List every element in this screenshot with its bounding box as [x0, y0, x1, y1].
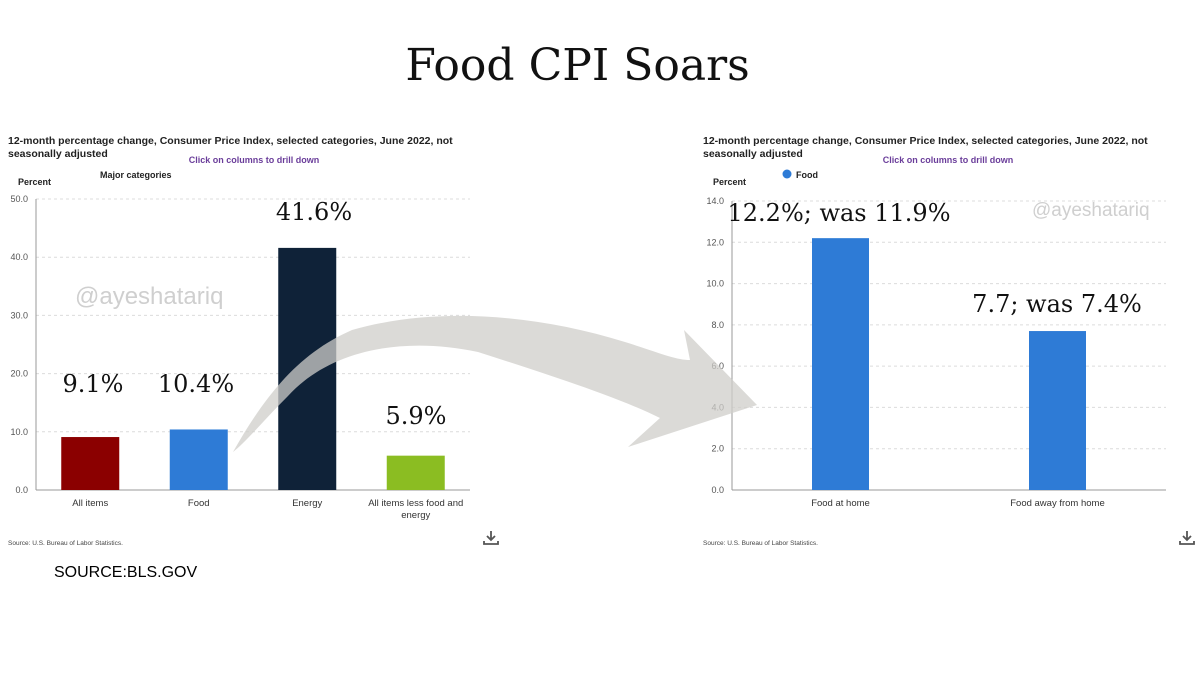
bar-food-at-home [812, 238, 869, 490]
y-tick-label: 40.0 [10, 252, 28, 262]
x-tick-label: Food [188, 498, 210, 509]
y-tick-label: 20.0 [10, 369, 28, 379]
y-tick-label: 10.0 [10, 427, 28, 437]
watermark: @ayeshatariq [1032, 200, 1150, 221]
y-tick-label: 10.0 [706, 279, 724, 289]
page-title: Food CPI Soars [405, 40, 750, 91]
x-tick-label: Food at home [811, 498, 870, 509]
watermark: @ayeshatariq [75, 283, 223, 310]
chart-title-line: seasonally adjusted [8, 148, 108, 160]
y-tick-label: 6.0 [711, 361, 724, 371]
data-annotation: 41.6% [276, 198, 352, 226]
chart-title-line: 12-month percentage change, Consumer Pri… [703, 135, 1148, 147]
data-annotation: 7.7; was 7.4% [972, 290, 1142, 318]
y-tick-label: 8.0 [711, 320, 724, 330]
chart-title-line: 12-month percentage change, Consumer Pri… [8, 135, 453, 147]
y-tick-label: 12.0 [706, 237, 724, 247]
ylabel: Percent [18, 177, 51, 187]
data-annotation: 9.1% [63, 370, 124, 398]
x-tick-label: Food away from home [1010, 498, 1105, 509]
bar-food [169, 429, 228, 490]
y-tick-label: 50.0 [10, 194, 28, 204]
chart-title-line: seasonally adjusted [703, 148, 803, 160]
chart-source: Source: U.S. Bureau of Labor Statistics. [8, 540, 123, 547]
download-icon [1179, 531, 1195, 545]
ylabel: Percent [713, 177, 746, 187]
data-annotation: 12.2%; was 11.9% [728, 199, 951, 227]
y-tick-label: 4.0 [711, 402, 724, 412]
x-tick-label: All items [72, 498, 108, 509]
chart-source: Source: U.S. Bureau of Labor Statistics. [703, 540, 818, 547]
y-tick-label: 30.0 [10, 310, 28, 320]
x-tick-label: All items less food and [368, 498, 463, 509]
x-tick-label: Energy [292, 498, 322, 509]
data-annotation: 10.4% [158, 370, 234, 398]
drilldown-hint: Click on columns to drill down [883, 155, 1014, 165]
bar-all-items [61, 437, 120, 490]
legend-dot [782, 169, 792, 179]
bar-all-items-less-food-and-energy [386, 455, 445, 490]
download-icon [483, 531, 499, 545]
y-tick-label: 2.0 [711, 444, 724, 454]
legend-label: Major categories [100, 170, 172, 180]
y-tick-label: 14.0 [706, 196, 724, 206]
x-tick-label: energy [401, 510, 430, 521]
y-tick-label: 0.0 [711, 485, 724, 495]
drilldown-hint: Click on columns to drill down [189, 155, 320, 165]
source-note: SOURCE:BLS.GOV [54, 564, 198, 581]
y-tick-label: 0.0 [15, 485, 28, 495]
legend-label: Food [796, 170, 818, 180]
bar-food-away-from-home [1029, 331, 1086, 490]
